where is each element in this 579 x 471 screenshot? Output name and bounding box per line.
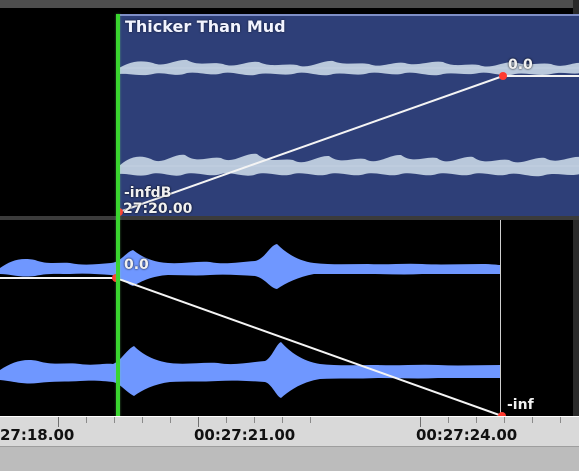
timeline-ruler[interactable]: 27:18.00 00:27:21.00 00:27:24.00 (0, 416, 579, 448)
ruler-minor-tick (532, 417, 533, 423)
ruler-minor-tick (142, 417, 143, 423)
ruler-minor-tick (226, 417, 227, 423)
ruler-minor-tick (254, 417, 255, 423)
bottom-status-bar (0, 446, 579, 471)
ruler-major-tick (58, 417, 59, 427)
top-frame-bar (0, 0, 579, 8)
ruler-minor-tick (282, 417, 283, 423)
ruler-minor-tick (560, 417, 561, 423)
track-divider (0, 216, 579, 220)
top-waveform-left-channel (119, 59, 579, 76)
bottom-audio-clip[interactable] (0, 220, 501, 416)
ruler-minor-tick (170, 417, 171, 423)
bottom-waveform-right-channel (0, 342, 500, 398)
playhead-line[interactable] (116, 14, 120, 431)
right-frame-bar (573, 0, 579, 470)
ruler-label-middle: 00:27:21.00 (194, 426, 296, 444)
top-audio-clip[interactable]: Thicker Than Mud -infdB 27:20.00 0.0 (118, 14, 579, 217)
ruler-label-right: 00:27:24.00 (416, 426, 518, 444)
ruler-major-tick (198, 417, 199, 427)
bottom-volume-envelope[interactable] (0, 220, 579, 416)
ruler-minor-tick (504, 417, 505, 423)
ruler-label-left: 27:18.00 (0, 426, 75, 444)
bottom-waveform-left-channel (0, 244, 500, 289)
ruler-minor-tick (476, 417, 477, 423)
bottom-clip-start-level-label: 0.0 (124, 257, 149, 273)
ruler-minor-tick (310, 417, 311, 423)
ruler-major-tick (420, 417, 421, 427)
top-clip-start-level-label: -infdB (124, 185, 172, 201)
ruler-minor-tick (448, 417, 449, 423)
top-clip-end-level-label: 0.0 (508, 57, 533, 73)
clip-title: Thicker Than Mud (125, 17, 286, 36)
ruler-minor-tick (86, 417, 87, 423)
ruler-minor-tick (114, 417, 115, 423)
top-clip-start-time-label: 27:20.00 (123, 201, 193, 217)
top-volume-envelope[interactable] (119, 16, 579, 217)
bottom-clip-end-level-label: -inf (507, 397, 534, 413)
